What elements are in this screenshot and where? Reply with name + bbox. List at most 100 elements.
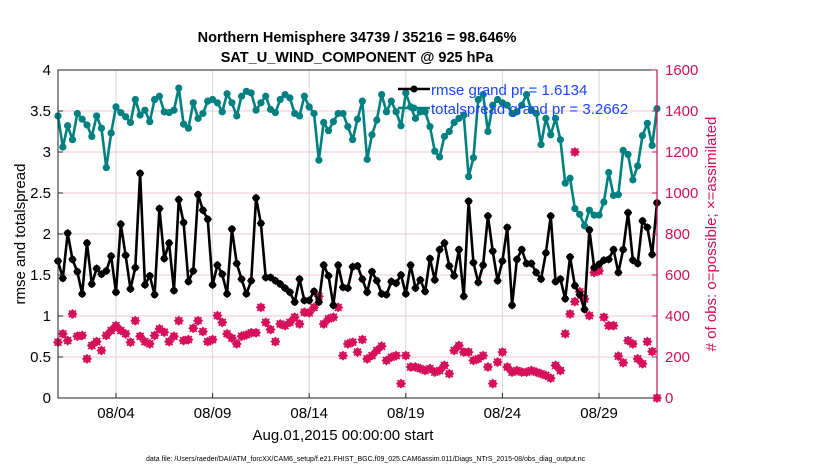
totalspread-point bbox=[595, 211, 603, 219]
obs-assimilated-point-cross bbox=[628, 339, 637, 348]
rmse-point-plus bbox=[281, 284, 290, 293]
totalspread-point bbox=[131, 95, 139, 104]
totalspread-point bbox=[213, 99, 222, 107]
obs-assimilated-point-cross bbox=[609, 321, 618, 330]
obs-assimilated-point-cross bbox=[290, 313, 299, 322]
rmse-line bbox=[56, 172, 659, 311]
totalspread-point bbox=[387, 97, 395, 105]
rmse-point-plus bbox=[189, 266, 198, 275]
y-tick-label: 1 bbox=[43, 308, 51, 325]
obs-assimilated-point-cross bbox=[150, 331, 159, 340]
totalspread-point bbox=[233, 112, 241, 120]
obs-assimilated-point-cross bbox=[546, 374, 555, 383]
rmse-point-plus bbox=[643, 223, 652, 232]
rmse-point-plus bbox=[116, 220, 125, 229]
rmse-point-plus bbox=[367, 267, 376, 276]
rmse-point-plus bbox=[459, 292, 468, 301]
totalspread-point bbox=[450, 118, 458, 127]
obs-assimilated-point-cross bbox=[638, 359, 647, 368]
rmse-point-plus bbox=[194, 190, 203, 199]
totalspread-point bbox=[122, 113, 130, 121]
chart-title-line2: SAT_U_WIND_COMPONENT @ 925 hPa bbox=[221, 50, 494, 66]
totalspread-point bbox=[247, 89, 255, 97]
totalspread-series bbox=[54, 84, 661, 230]
rmse-point-plus bbox=[252, 193, 261, 202]
totalspread-point bbox=[363, 155, 371, 163]
legend-rmse-label: rmse grand pr = 1.6134 bbox=[431, 82, 587, 99]
rmse-point-plus bbox=[208, 280, 217, 289]
totalspread-point bbox=[93, 112, 101, 120]
totalspread-point bbox=[537, 141, 545, 149]
obs-assimilated-point-cross bbox=[174, 316, 183, 325]
totalspread-point bbox=[561, 179, 569, 187]
obs-assimilated-point-cross bbox=[198, 327, 207, 336]
rmse-point-plus bbox=[580, 305, 589, 314]
totalspread-point bbox=[566, 174, 574, 182]
y-axis-label: rmse and totalspread bbox=[12, 164, 29, 305]
rmse-point-plus bbox=[445, 261, 454, 270]
rmse-point-plus bbox=[517, 245, 526, 254]
rmse-point-plus bbox=[295, 275, 304, 284]
rmse-point-plus bbox=[92, 264, 101, 273]
y-tick-label: 0 bbox=[43, 390, 51, 407]
rmse-point-plus bbox=[508, 301, 517, 310]
totalspread-point bbox=[503, 101, 511, 109]
obs-assimilated-point-cross bbox=[488, 379, 497, 388]
rmse-point-plus bbox=[242, 289, 251, 298]
obs-assimilated-point-cross bbox=[213, 311, 222, 320]
rmse-point-plus bbox=[237, 275, 246, 284]
obs-assimilated-point-cross bbox=[232, 339, 241, 348]
x-tick-label: 08/09 bbox=[194, 405, 232, 422]
obs-assimilated-point-cross bbox=[68, 309, 77, 319]
totalspread-point bbox=[392, 108, 400, 116]
rmse-point-plus bbox=[276, 280, 285, 289]
rmse-point-plus bbox=[121, 251, 130, 260]
y-tick-label: 2.5 bbox=[30, 185, 51, 202]
obs-assimilated-point-cross bbox=[358, 335, 367, 344]
totalspread-point bbox=[634, 162, 642, 170]
rmse-point-plus bbox=[406, 261, 415, 270]
totalspread-point bbox=[431, 147, 439, 155]
totalspread-point bbox=[310, 109, 318, 118]
totalspread-point bbox=[97, 124, 106, 132]
rmse-point-plus bbox=[150, 290, 159, 299]
totalspread-point bbox=[426, 122, 434, 131]
obs-assimilated-point-cross bbox=[464, 348, 473, 357]
obs-assimilated-point-cross bbox=[97, 346, 106, 355]
rmse-point-plus bbox=[488, 247, 497, 256]
rmse-point-plus bbox=[232, 259, 241, 268]
totalspread-point bbox=[571, 204, 579, 213]
totalspread-point bbox=[349, 136, 357, 144]
rmse-point-plus bbox=[256, 219, 265, 228]
rmse-point-plus bbox=[58, 274, 67, 283]
totalspread-point bbox=[421, 108, 429, 116]
rmse-point-plus bbox=[247, 276, 256, 285]
rmse-point-plus bbox=[78, 289, 87, 298]
rmse-point-plus bbox=[609, 245, 618, 254]
obs-assimilated-point-cross bbox=[208, 335, 217, 344]
obs-assimilated-point-cross bbox=[169, 332, 179, 341]
totalspread-point bbox=[513, 108, 521, 116]
rmse-point-plus bbox=[363, 288, 372, 297]
totalspread-point bbox=[107, 129, 115, 137]
obs-possible-point-cross bbox=[570, 147, 579, 157]
y-tick-label: 3.5 bbox=[30, 103, 51, 120]
obs-assimilated-point-cross bbox=[565, 309, 575, 319]
rmse-point-plus bbox=[628, 256, 637, 265]
obs-assimilated-point-cross bbox=[82, 354, 92, 363]
obs-assimilated-point-cross bbox=[445, 369, 454, 378]
rmse-point-plus bbox=[218, 270, 227, 279]
rmse-point-plus bbox=[556, 275, 565, 284]
rmse-point-plus bbox=[203, 215, 212, 224]
rmse-point-plus bbox=[329, 301, 338, 310]
totalspread-point bbox=[436, 153, 444, 161]
totalspread-point bbox=[358, 97, 366, 105]
totalspread-point bbox=[262, 92, 270, 100]
rmse-point-plus bbox=[416, 275, 425, 284]
totalspread-point bbox=[199, 109, 207, 118]
rmse-point-plus bbox=[73, 267, 82, 276]
obs-assimilated-point-cross bbox=[309, 303, 319, 312]
rmse-point-plus bbox=[595, 260, 604, 269]
rmse-point-plus bbox=[561, 294, 570, 303]
rmse-point-plus bbox=[131, 263, 140, 272]
